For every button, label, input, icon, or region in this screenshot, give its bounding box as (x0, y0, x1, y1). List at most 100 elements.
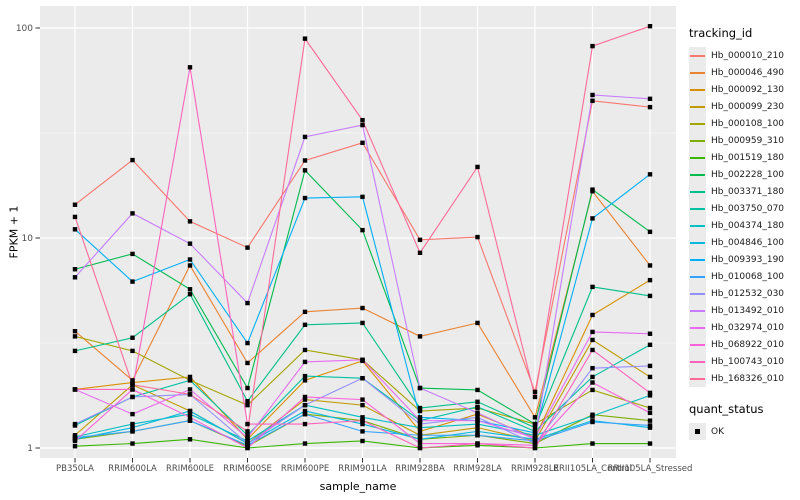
data-point (475, 410, 480, 416)
y-axis-title: FPKM + 1 (7, 205, 21, 259)
data-point (360, 140, 365, 146)
series-color-swatch-icon (690, 54, 705, 57)
data-point (647, 418, 653, 423)
data-point (590, 187, 595, 192)
series-color-swatch-icon (690, 122, 705, 125)
data-point (360, 122, 365, 128)
data-point (590, 312, 595, 318)
data-point (360, 421, 365, 427)
data-point (130, 382, 135, 387)
data-point (245, 421, 250, 427)
data-point (532, 443, 538, 448)
data-point (590, 365, 595, 371)
data-point (475, 441, 480, 446)
legend-key (689, 47, 706, 64)
data-point (245, 429, 250, 434)
legend-item: Hb_100743_010 (689, 353, 799, 370)
data-point (590, 413, 595, 419)
legend-item: Hb_000092_130 (689, 81, 799, 98)
data-point (72, 348, 78, 354)
data-point (360, 375, 365, 381)
data-point (187, 374, 193, 380)
data-point (475, 415, 480, 420)
ok-square-point-icon (695, 429, 700, 434)
series-color-swatch-icon (690, 190, 705, 193)
data-point (302, 411, 308, 417)
legend-key (689, 115, 706, 132)
data-point (302, 402, 308, 408)
data-point (590, 441, 595, 446)
data-point (187, 418, 193, 423)
data-point (302, 441, 308, 446)
legend-label: Hb_013492_010 (711, 305, 785, 316)
x-tick-label: RRII105LA_Control (553, 464, 632, 474)
data-point (72, 275, 78, 280)
data-point (72, 328, 78, 334)
series-color-swatch-icon (690, 241, 705, 244)
x-tick-label: RRII105LA_Stressed (608, 464, 693, 474)
legend-label: Hb_000108_100 (711, 118, 785, 129)
data-point (647, 104, 653, 110)
data-point (647, 23, 653, 29)
series-color-swatch-icon (690, 224, 705, 227)
legend-label: Hb_032974_010 (711, 322, 785, 333)
data-point (187, 219, 193, 224)
data-point (532, 425, 538, 430)
series-color-swatch-icon (690, 71, 705, 74)
data-point (245, 435, 250, 440)
legend-key (689, 81, 706, 98)
data-point (590, 374, 595, 380)
data-point (245, 399, 250, 404)
data-point (187, 287, 193, 292)
data-point (417, 429, 423, 434)
legend-label: Hb_168326_010 (711, 373, 785, 384)
series-color-swatch-icon (690, 173, 705, 176)
data-point (130, 157, 135, 163)
legend-key (689, 285, 706, 302)
data-point (590, 98, 595, 104)
data-point (590, 92, 595, 98)
legend-key (689, 149, 706, 166)
legend-item: Hb_004374_180 (689, 217, 799, 234)
legend-key (689, 251, 706, 268)
legend-title-tracking-id: tracking_id (689, 26, 753, 40)
legend-key (689, 217, 706, 234)
x-tick-label: RRIM600SE (223, 464, 272, 474)
data-point (475, 433, 480, 438)
data-point (532, 435, 538, 440)
data-point (187, 415, 193, 420)
data-point (302, 421, 308, 427)
legend-item: Hb_168326_010 (689, 370, 799, 387)
legend-item: Hb_013492_010 (689, 302, 799, 319)
data-point (647, 293, 653, 299)
data-point (302, 134, 308, 140)
data-point (245, 340, 250, 346)
data-point (590, 216, 595, 221)
data-point (302, 36, 308, 41)
data-point (72, 421, 78, 427)
data-point (475, 164, 480, 170)
data-point (647, 405, 653, 411)
data-point (475, 234, 480, 240)
x-tick-label: PB350LA (56, 464, 94, 474)
data-point (532, 430, 538, 436)
legend-label: Hb_009393_190 (711, 254, 785, 265)
legend-key (689, 302, 706, 319)
data-point (302, 359, 308, 365)
data-point (245, 300, 250, 306)
data-point (360, 194, 365, 200)
data-point (475, 387, 480, 393)
legend-item: Hb_000010_210 (689, 47, 799, 64)
data-point (590, 284, 595, 290)
data-point (590, 347, 595, 353)
data-point (72, 227, 78, 232)
legend-label: Hb_068922_010 (711, 339, 785, 350)
data-point (187, 411, 193, 417)
data-point (130, 394, 135, 400)
legend-label: Hb_003750_070 (711, 203, 785, 214)
data-point (130, 380, 135, 385)
data-point (475, 399, 480, 404)
data-point (130, 411, 135, 417)
